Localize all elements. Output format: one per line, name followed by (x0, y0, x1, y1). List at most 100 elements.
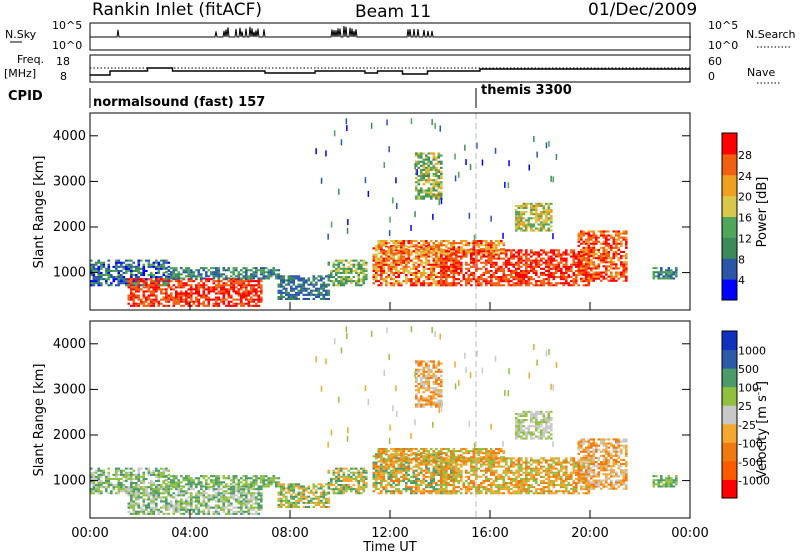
velocity-cell (347, 473, 351, 476)
power-cell (540, 253, 543, 256)
velocity-cell (175, 504, 178, 507)
freq-tick-bottom: 8 (60, 70, 67, 83)
power-cell (147, 302, 151, 305)
power-cell (605, 271, 608, 274)
power-cell (532, 217, 536, 220)
power-cell (285, 291, 288, 294)
power-cell (310, 293, 313, 296)
power-cell (512, 249, 516, 252)
velocity-cell (172, 504, 176, 507)
power-cell (452, 253, 456, 256)
power-cell (137, 269, 141, 272)
power-cell (157, 271, 161, 274)
power-cell (375, 274, 378, 277)
power-cell (215, 304, 218, 307)
velocity-cell (117, 469, 121, 472)
power-speck (414, 163, 416, 170)
power-cell (122, 271, 126, 274)
power-cell (540, 217, 543, 220)
power-cell (292, 287, 296, 290)
power-cell (427, 246, 431, 249)
power-speck (315, 148, 317, 155)
velocity-cell (247, 492, 251, 495)
power-cell (185, 269, 188, 272)
velocity-cell (372, 461, 376, 464)
power-cell (495, 261, 498, 264)
power-cell (365, 261, 368, 264)
velocity-cell (195, 504, 198, 507)
velocity-cell (145, 504, 148, 507)
velocity-cell (162, 504, 166, 507)
power-cell (552, 263, 556, 266)
power-cell (290, 277, 293, 280)
power-cell (512, 265, 516, 268)
power-cell (572, 259, 576, 262)
power-cell (185, 284, 188, 287)
power-cell (140, 267, 143, 270)
power-cell (522, 202, 526, 205)
power-speck (416, 169, 418, 176)
power-cell (420, 252, 423, 255)
power-cell (100, 265, 103, 268)
velocity-cell (222, 485, 226, 488)
colorbar-tick-label: 20 (738, 191, 752, 204)
velocity-cell (167, 506, 171, 509)
power-cell (460, 255, 463, 258)
velocity-cell (157, 488, 161, 491)
velocity-cell (280, 485, 283, 488)
power-cell (222, 298, 226, 301)
power-cell (495, 263, 498, 266)
power-cell (452, 252, 456, 255)
velocity-cell (197, 512, 201, 515)
power-cell (237, 298, 241, 301)
power-cell (172, 304, 176, 307)
velocity-cell (167, 502, 171, 505)
velocity-cell (200, 504, 203, 507)
power-cell (205, 284, 208, 287)
power-cell (165, 304, 168, 307)
power-cell (450, 284, 453, 287)
power-cell (392, 274, 396, 277)
power-cell (597, 273, 601, 276)
power-cell (132, 292, 136, 295)
power-cell (257, 296, 261, 299)
power-cell (160, 265, 163, 268)
velocity-cell (350, 475, 353, 478)
power-cell (447, 240, 451, 243)
freq-tick-top: 18 (56, 55, 70, 68)
power-cell (652, 273, 656, 276)
velocity-cell (145, 488, 148, 491)
velocity-cell (255, 483, 258, 486)
velocity-cell (142, 488, 146, 491)
power-cell (440, 253, 443, 256)
power-cell (407, 250, 411, 253)
velocity-cell (95, 475, 98, 478)
velocity-cell (190, 502, 193, 505)
power-cell (312, 293, 316, 296)
power-cell (522, 263, 526, 266)
power-speck (468, 212, 471, 219)
velocity-cell (265, 479, 268, 482)
power-cell (197, 284, 201, 287)
velocity-cell (127, 504, 131, 507)
power-cell (590, 253, 593, 256)
power-cell (597, 257, 601, 260)
power-cell (205, 280, 208, 283)
power-cell (447, 269, 451, 272)
power-cell (437, 261, 441, 264)
power-cell (115, 263, 118, 266)
power-cell (542, 249, 546, 252)
power-cell (535, 202, 538, 205)
velocity-cell (320, 495, 323, 498)
power-cell (600, 230, 603, 233)
power-cell (120, 278, 123, 281)
velocity-cell (320, 499, 323, 502)
velocity-cell (197, 510, 201, 513)
power-cell (175, 302, 178, 305)
power-cell (557, 251, 561, 254)
power-cell (445, 280, 448, 283)
power-cell (482, 265, 486, 268)
power-cell (467, 282, 471, 285)
power-cell (315, 277, 318, 280)
power-cell (515, 274, 518, 277)
